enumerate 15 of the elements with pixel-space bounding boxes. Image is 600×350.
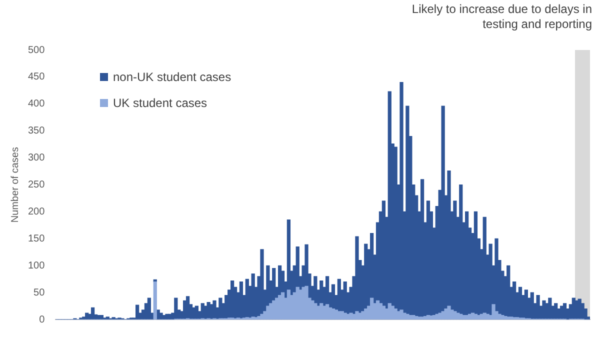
- y-tick-label: 400: [28, 98, 46, 110]
- y-tick-label: 250: [28, 180, 46, 191]
- y-tick-label: 300: [28, 152, 46, 164]
- y-axis-title: Number of cases: [10, 147, 21, 223]
- y-tick-label: 200: [28, 206, 46, 218]
- y-tick-label: 50: [34, 287, 46, 298]
- y-tick-label: 0: [39, 314, 46, 326]
- legend-label: UK student cases: [113, 96, 208, 110]
- y-tick-label: 450: [28, 72, 46, 83]
- legend-label: non-UK student cases: [113, 70, 232, 84]
- y-tick-label: 350: [28, 126, 46, 137]
- y-tick-label: 150: [28, 233, 46, 244]
- y-tick-label: 100: [28, 260, 46, 272]
- y-tick-label: 500: [28, 44, 46, 56]
- text: Likely to increase due to delays in testing and reporting: [410, 2, 592, 32]
